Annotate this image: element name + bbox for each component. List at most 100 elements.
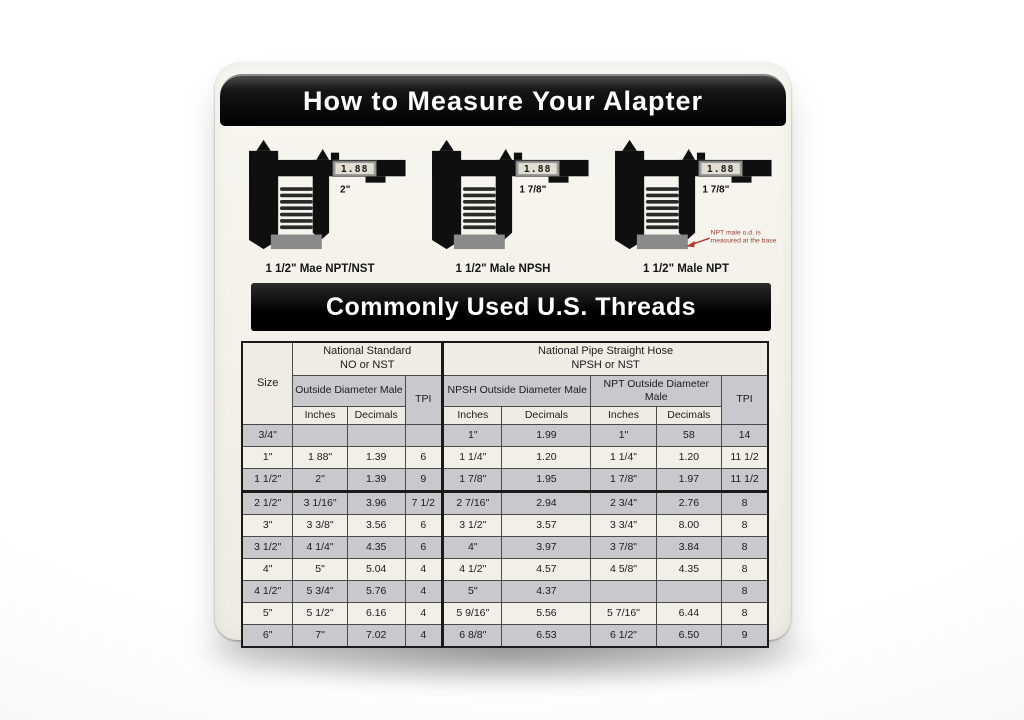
thread-fitting-icon xyxy=(453,187,505,250)
instruction-card: How to Measure Your Alapter xyxy=(215,62,791,648)
table-cell: 6.16 xyxy=(346,601,406,625)
table-cell: 4 1/2" xyxy=(442,557,503,581)
table-cell: 3 3/4" xyxy=(590,513,657,537)
table-cell: 6.44 xyxy=(655,601,723,625)
table-cell: 8 xyxy=(721,535,769,559)
col-header-npsh-od: NPSH Outside Diameter Male xyxy=(442,374,592,407)
caliper-figure-npsh: 1.88 1 7/8" 1 1/2" Male NPSH xyxy=(412,138,594,275)
table-cell: 5 3/4" xyxy=(292,579,348,603)
caliper-icon: 1.88 1 7/8" xyxy=(432,139,589,250)
table-cell: 58 xyxy=(655,423,723,447)
table-cell: 6 8/8" xyxy=(442,623,503,648)
table-cell: 6 1/2" xyxy=(590,623,657,648)
table-cell: 3 3/8" xyxy=(292,513,348,537)
table-cell: 2 1/2" xyxy=(241,489,294,515)
table-row: 1 1/2" 2" 1.39 9 1 7/8" 1.95 1 7/8" 1.97 11 1/2 xyxy=(241,467,769,492)
caliper-reading: 1.88 xyxy=(341,164,369,175)
table-cell: 7 1/2 xyxy=(404,489,445,515)
table-cell: 4.57 xyxy=(501,557,592,581)
table-cell: 6.50 xyxy=(655,623,723,648)
threads-table: Size National Standard NO or NST Nationa… xyxy=(241,341,769,648)
caliper-reading: 1.88 xyxy=(524,164,552,175)
table-cell: 5.56 xyxy=(501,601,592,625)
caliper-caption: 1 1/2" Mae NPT/NST xyxy=(265,263,375,275)
caliper-reading: 1.88 xyxy=(707,164,735,175)
col-header-size: Size xyxy=(241,341,294,425)
table-cell: 9 xyxy=(404,467,445,492)
table-cell: 3 1/2" xyxy=(241,535,294,559)
table-cell xyxy=(590,579,657,603)
table-cell: 1 1/2" xyxy=(241,467,294,492)
table-cell: 3.84 xyxy=(655,535,723,559)
table-cell: 5" xyxy=(241,601,294,625)
table-cell xyxy=(655,579,723,603)
table-cell: 4 xyxy=(404,557,445,581)
table-cell: 3/4" xyxy=(241,423,294,447)
table-cell: 4 1/2" xyxy=(241,579,294,603)
lcd-display: 1.88 xyxy=(698,160,743,177)
col-header-decimals: Decimals xyxy=(655,405,723,425)
table-cell: 1.20 xyxy=(501,445,592,469)
table-cell: 4 xyxy=(404,601,445,625)
note-line-1: NPT male o.d. is xyxy=(711,230,762,237)
table-cell: 2 7/16" xyxy=(442,489,503,515)
table-cell: 6.53 xyxy=(501,623,592,648)
table-cell: 3 1/2" xyxy=(442,513,503,537)
table-cell: 4.37 xyxy=(501,579,592,603)
lcd-display: 1.88 xyxy=(332,160,377,177)
table-cell: 5" xyxy=(442,579,503,603)
table-cell: 5 7/16" xyxy=(590,601,657,625)
table-cell: 8 xyxy=(721,601,769,625)
table-cell: 8 xyxy=(721,557,769,581)
table-row: 4 1/2" 5 3/4" 5.76 4 5" 4.37 8 xyxy=(241,579,769,603)
table-row: 3/4" 1" 1.99 1" 58 14 xyxy=(241,423,769,447)
table-row: 5" 5 1/2" 6.16 4 5 9/16" 5.56 5 7/16" 6.44 8 xyxy=(241,601,769,625)
table-cell: 3.57 xyxy=(501,513,592,537)
header-unit-row: Inches Decimals Inches Decimals Inches D… xyxy=(242,405,768,425)
group-left-line1: National Standard xyxy=(323,345,412,357)
thread-fitting-icon xyxy=(636,187,688,250)
table-cell: 11 1/2 xyxy=(721,445,769,469)
title-banner: How to Measure Your Alapter xyxy=(220,74,786,126)
measured-size-label: 1 7/8" xyxy=(519,185,546,196)
table-row: 3" 3 3/8" 3.56 6 3 1/2" 3.57 3 3/4" 8.00 8 xyxy=(241,513,769,537)
table-row: 4" 5" 5.04 4 4 1/2" 4.57 4 5/8" 4.35 8 xyxy=(241,557,769,581)
col-header-tpi-right: TPI xyxy=(721,374,769,425)
caliper-figure-npt-nst: 1.88 2" 1 1/2" Mae NPT/NST xyxy=(229,138,411,275)
table-cell: 5.04 xyxy=(346,557,406,581)
caliper-caption: 1 1/2" Male NPSH xyxy=(455,263,551,275)
table-cell: 8.00 xyxy=(655,513,723,537)
table-cell: 1 1/4" xyxy=(590,445,657,469)
table-cell: 9 xyxy=(721,623,769,648)
table-row: 1" 1 88" 1.39 6 1 1/4" 1.20 1 1/4" 1.20 11 1/2 xyxy=(241,445,769,469)
table-cell: 4.35 xyxy=(346,535,406,559)
table-cell: 1" xyxy=(241,445,294,469)
table-cell: 4" xyxy=(241,557,294,581)
table-cell: 7.02 xyxy=(346,623,406,648)
caliper-caption: 1 1/2" Male NPT xyxy=(643,263,729,275)
table-cell: 5 9/16" xyxy=(442,601,503,625)
table-cell: 4" xyxy=(442,535,503,559)
table-cell: 14 xyxy=(721,423,769,447)
table-cell: 8 xyxy=(721,579,769,603)
table-cell: 4.35 xyxy=(655,557,723,581)
table-cell: 5 1/2" xyxy=(292,601,348,625)
table-title-banner: Commonly Used U.S. Threads xyxy=(251,283,771,331)
table-cell: 2" xyxy=(292,467,348,492)
calipers-row: 1.88 2" 1 1/2" Mae NPT/NST xyxy=(215,126,791,275)
table-cell: 5.76 xyxy=(346,579,406,603)
table-cell: 3.96 xyxy=(346,489,406,515)
table-cell: 4 xyxy=(404,579,445,603)
table-cell: 1.97 xyxy=(655,467,723,492)
measured-size-label: 2" xyxy=(340,185,351,196)
table-cell: 8 xyxy=(721,513,769,537)
table-cell: 3" xyxy=(241,513,294,537)
table-cell: 1" xyxy=(442,423,503,447)
table-cell: 8 xyxy=(721,489,769,515)
col-header-ns-od: Outside Diameter Male xyxy=(292,374,406,407)
table-row: 2 1/2" 3 1/16" 3.96 7 1/2 2 7/16" 2.94 2 3/4" 2… xyxy=(241,489,769,515)
measured-size-label: 1 7/8" xyxy=(702,185,729,196)
table-cell: 4 5/8" xyxy=(590,557,657,581)
group-left-line2: NO or NST xyxy=(340,358,395,371)
table-cell: 2 3/4" xyxy=(590,489,657,515)
